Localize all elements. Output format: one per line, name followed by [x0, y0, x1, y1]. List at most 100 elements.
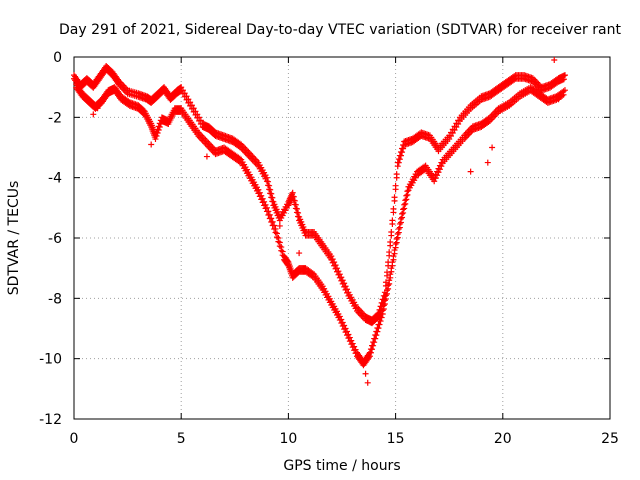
data-point — [374, 328, 381, 335]
data-point — [392, 186, 399, 193]
data-point — [372, 335, 379, 342]
x-tick-label: 15 — [387, 431, 405, 447]
data-point — [380, 305, 387, 312]
data-point — [278, 247, 285, 254]
x-tick-label: 20 — [494, 431, 512, 447]
x-tick-label: 25 — [601, 431, 619, 447]
data-point — [404, 191, 411, 198]
data-point — [390, 209, 397, 216]
data-point — [387, 242, 394, 249]
data-point — [378, 314, 385, 321]
data-point — [484, 159, 491, 166]
y-tick-label: 0 — [53, 50, 62, 66]
data-point — [396, 156, 403, 163]
data-point — [373, 332, 380, 339]
data-point — [560, 91, 567, 98]
chart-title: Day 291 of 2021, Sidereal Day-to-day VTE… — [59, 22, 621, 38]
data-point — [375, 325, 382, 332]
data-point — [376, 321, 383, 328]
data-point — [434, 172, 441, 179]
data-point — [455, 120, 462, 127]
data-point — [395, 159, 402, 166]
data-point — [506, 102, 513, 109]
data-point — [446, 136, 453, 143]
data-point — [432, 175, 439, 182]
data-point — [382, 295, 389, 302]
data-point — [555, 96, 562, 103]
data-point — [385, 285, 392, 292]
data-point — [393, 239, 400, 246]
data-point — [296, 250, 303, 257]
data-point — [447, 133, 454, 140]
data-point — [453, 123, 460, 130]
data-point — [402, 200, 409, 207]
data-point — [364, 379, 371, 386]
axis-ticks: 0 5 10 15 20 25 0 -2 -4 -6 -8 -10 -12 — [39, 50, 619, 447]
data-point — [391, 197, 398, 204]
data-point — [94, 105, 101, 112]
y-tick-label: -12 — [39, 412, 62, 428]
data-point — [381, 300, 388, 307]
data-point — [397, 152, 404, 159]
data-point — [370, 342, 377, 349]
y-tick-label: -10 — [39, 352, 62, 368]
data-point — [399, 149, 406, 156]
data-point — [272, 229, 279, 236]
data-point — [436, 166, 443, 173]
y-axis-label: SDTVAR / TECUs — [6, 181, 22, 296]
data-point — [489, 144, 496, 151]
data-point — [467, 168, 474, 175]
data-point — [394, 234, 401, 241]
data-point — [156, 123, 163, 130]
data-point — [400, 145, 407, 152]
data-point — [262, 205, 269, 212]
data-point — [431, 178, 438, 185]
data-point — [389, 221, 396, 228]
data-point — [90, 111, 97, 118]
x-tick-label: 5 — [177, 431, 186, 447]
data-point — [155, 127, 162, 134]
data-point — [449, 130, 456, 137]
data-point — [273, 234, 280, 241]
y-tick-label: -6 — [48, 231, 62, 247]
data-point — [276, 222, 283, 229]
data-point — [388, 268, 395, 275]
data-point — [369, 346, 376, 353]
data-points — [71, 57, 568, 386]
y-tick-label: -8 — [48, 291, 62, 307]
x-axis-label: GPS time / hours — [283, 458, 400, 474]
data-point — [371, 339, 378, 346]
data-point — [389, 262, 396, 269]
data-point — [561, 87, 568, 94]
data-point — [388, 232, 395, 239]
data-point — [276, 243, 283, 250]
data-point — [153, 133, 160, 140]
data-point — [551, 57, 558, 64]
y-tick-label: -2 — [48, 110, 62, 126]
data-point — [438, 163, 445, 170]
data-point — [396, 224, 403, 231]
data-point — [384, 290, 391, 297]
data-point — [395, 229, 402, 236]
x-tick-label: 0 — [70, 431, 79, 447]
data-point — [203, 153, 210, 160]
data-point — [362, 370, 369, 377]
data-point — [379, 311, 386, 318]
data-point — [148, 141, 155, 148]
data-point — [275, 238, 282, 245]
data-point — [386, 280, 393, 287]
data-point — [390, 256, 397, 263]
data-point — [384, 272, 391, 279]
data-point — [435, 169, 442, 176]
data-point — [377, 318, 384, 325]
data-point — [403, 196, 410, 203]
data-point — [366, 353, 373, 360]
data-point — [401, 205, 408, 212]
data-point — [392, 244, 399, 251]
data-point — [391, 250, 398, 257]
data-point — [387, 274, 394, 281]
data-point — [399, 214, 406, 221]
data-point — [451, 127, 458, 134]
data-point — [397, 219, 404, 226]
